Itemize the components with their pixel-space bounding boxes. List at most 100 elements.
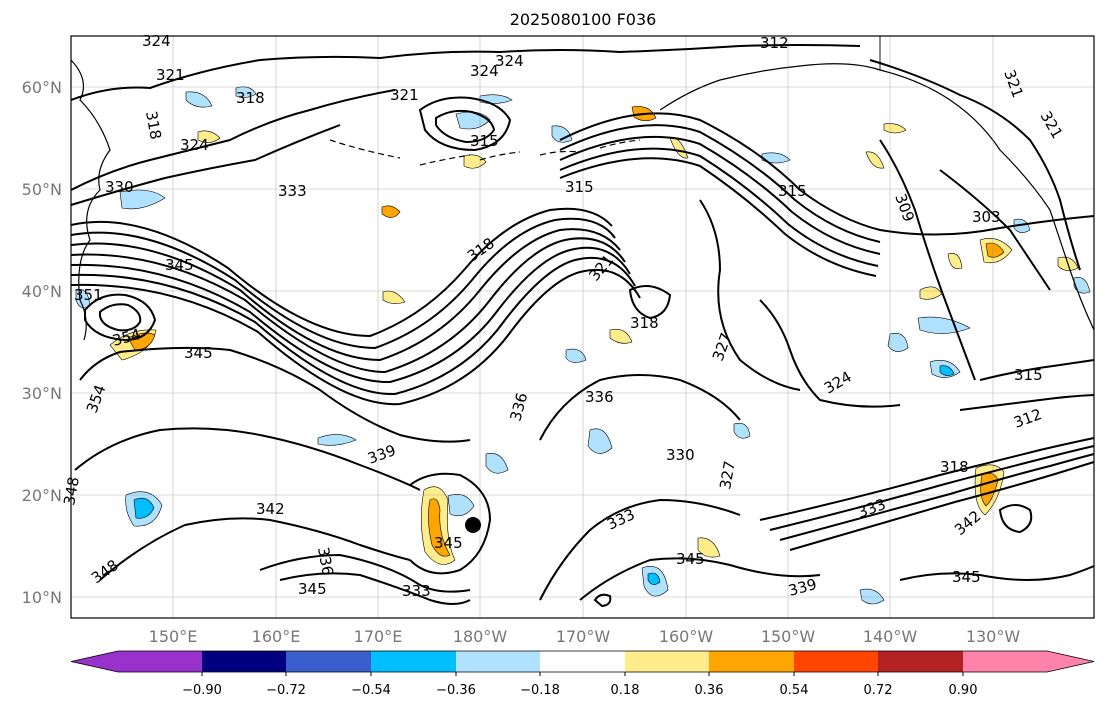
contour-line (998, 504, 1033, 534)
colorbar-segment (709, 651, 794, 672)
lat-label: 20°N (22, 486, 62, 505)
contour-line (79, 346, 471, 443)
shade-patch (609, 328, 633, 344)
contour-label: 324 (470, 62, 499, 80)
contour-label: 351 (74, 286, 103, 304)
contour-label: 336 (585, 388, 614, 406)
contour-line (70, 246, 631, 384)
contour-line (84, 293, 157, 342)
contour-line (559, 135, 881, 255)
contour-label: 345 (165, 256, 194, 274)
shade-patch (1073, 277, 1091, 294)
contour-line (769, 445, 1095, 531)
contour-line (559, 157, 877, 277)
colorbar (70, 650, 1095, 673)
storm-center-marker (465, 517, 481, 533)
contour-line (959, 394, 1095, 411)
contour-label: 315 (778, 182, 807, 200)
contour-line (559, 124, 881, 243)
lon-label: 170°W (556, 627, 611, 646)
contour-line (759, 437, 1095, 521)
contour-line (70, 124, 341, 206)
contour-label: 342 (256, 500, 285, 518)
contour-label: 315 (1014, 366, 1043, 384)
contour-line (539, 498, 741, 601)
colorbar-segment (456, 651, 540, 672)
shade-patch (185, 91, 213, 108)
contour-lines (70, 44, 1095, 608)
contour-line (99, 303, 142, 332)
shade-patch (947, 253, 963, 269)
shade-patch (887, 333, 909, 352)
contour-line (539, 374, 741, 441)
colorbar-segment (371, 651, 456, 672)
shade-patch (859, 588, 885, 605)
contour-line (789, 461, 1095, 551)
colorbar-segment (202, 651, 286, 672)
contour-line (779, 453, 1095, 541)
colorbar-tick-label: 0.54 (780, 683, 809, 698)
longitude-labels: 150°E 160°E 170°E 180°W 170°W 160°W 150°… (149, 627, 1021, 646)
shade-patch (939, 365, 955, 376)
shade-patch (382, 290, 406, 304)
lon-label: 160°E (252, 627, 301, 646)
colorbar-ticks: −0.90 −0.72 −0.54 −0.36 −0.18 0.18 0.36 0.54 0.7… (182, 672, 977, 698)
map-panel: 324 321 318 324 318 321 324 324 315 312 … (60, 32, 1095, 619)
contour-label: 321 (156, 66, 185, 84)
colorbar-tick-label: −0.36 (436, 683, 476, 698)
lon-label: 160°W (659, 627, 714, 646)
contour-label: 345 (952, 568, 981, 586)
contour-line (70, 256, 636, 396)
coastlines (70, 36, 1095, 341)
contour-label: 324 (142, 32, 171, 50)
colorbar-segment (878, 651, 963, 672)
contour-label: 327 (716, 459, 739, 490)
lat-label: 60°N (22, 78, 62, 97)
shade-patch (428, 498, 451, 557)
contour-line (70, 237, 626, 374)
map-title: 2025080100 F036 (510, 10, 657, 29)
contour-label: 318 (142, 110, 165, 141)
contour-line (259, 553, 471, 593)
colorbar-tick-label: 0.18 (611, 683, 640, 698)
contour-label: 315 (565, 178, 594, 196)
contour-line (70, 89, 396, 191)
contour-line (70, 44, 861, 101)
contour-line (70, 268, 641, 406)
shade-patch (985, 242, 1005, 258)
colorbar-tick-label: 0.72 (864, 683, 893, 698)
contour-label: 318 (630, 314, 659, 332)
contour-label: 336 (314, 546, 337, 577)
shade-patch (1013, 218, 1031, 233)
shade-patch (551, 125, 573, 143)
colorbar-tick-label: −0.54 (351, 683, 391, 698)
colorbar-segment (625, 651, 709, 672)
colorbar-tick-label: 0.90 (949, 683, 978, 698)
lon-label: 130°W (966, 627, 1021, 646)
shade-patch (317, 434, 357, 446)
coastline-aleutians (329, 139, 641, 166)
colorbar-outline (70, 650, 1095, 673)
colorbar-tick-label: −0.90 (182, 683, 222, 698)
lon-label: 150°E (149, 627, 198, 646)
contour-label: 345 (184, 344, 213, 362)
colorbar-segment (794, 651, 878, 672)
lat-label: 50°N (22, 180, 62, 199)
contour-line (593, 593, 612, 608)
contour-label: 345 (676, 550, 705, 568)
contour-line (869, 59, 1081, 271)
contour-label: 321 (390, 86, 419, 104)
shade-patch (565, 348, 587, 363)
contour-label: 345 (298, 580, 327, 598)
shade-patch (485, 453, 509, 474)
contour-line (979, 359, 1095, 381)
contour-line (99, 517, 411, 581)
shade-patch (647, 572, 661, 585)
lon-label: 170°E (354, 627, 403, 646)
contour-line (70, 217, 616, 350)
contour-label: 333 (278, 182, 307, 200)
shade-patch (463, 154, 487, 169)
contour-line (418, 96, 512, 152)
shade-patch (587, 428, 613, 454)
contour-label: 315 (470, 132, 499, 150)
